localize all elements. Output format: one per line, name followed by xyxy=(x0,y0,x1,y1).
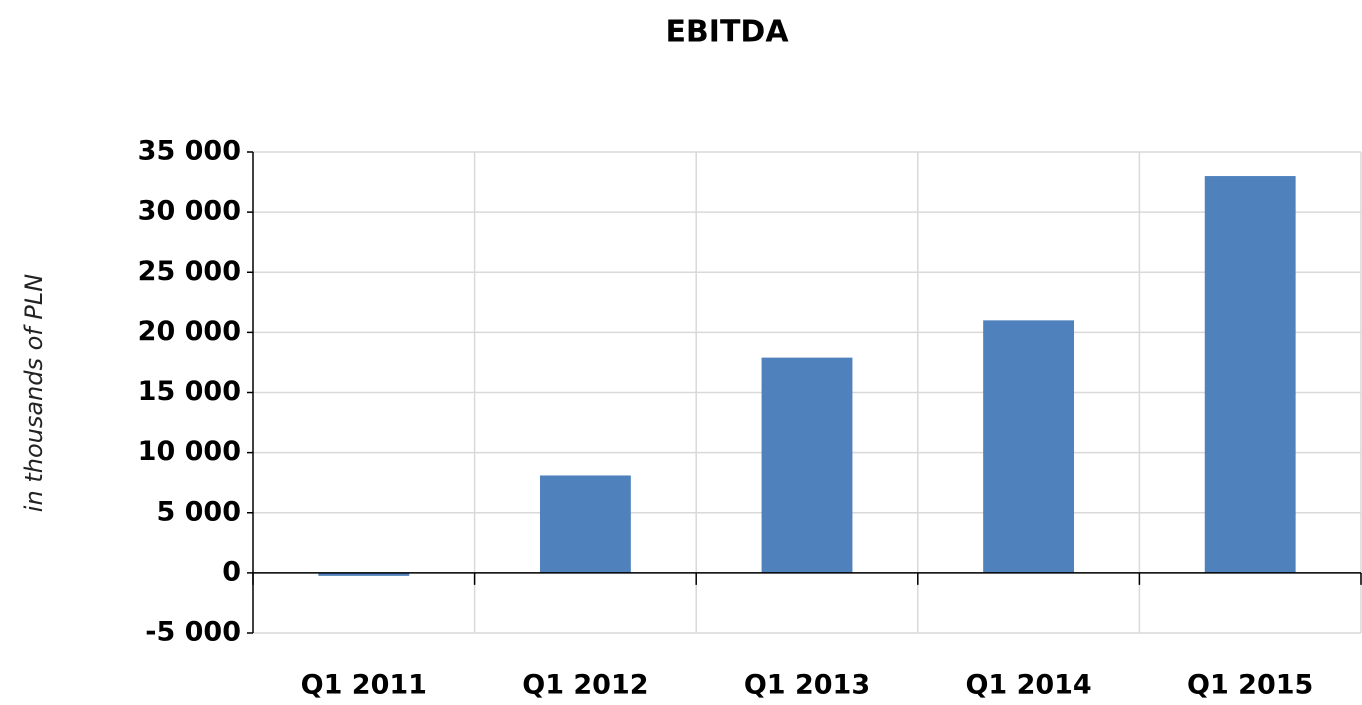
bar xyxy=(539,475,631,573)
y-tick-label: 20 000 xyxy=(138,316,241,347)
y-tick-label: 0 xyxy=(222,556,241,587)
y-tick-label: -5 000 xyxy=(145,617,241,648)
chart-title: EBITDA xyxy=(665,15,789,50)
x-tick-label: Q1 2013 xyxy=(744,670,870,701)
y-tick-label: 10 000 xyxy=(138,436,241,467)
y-tick-label: 15 000 xyxy=(138,376,241,407)
bar xyxy=(318,572,410,576)
x-tick-label: Q1 2014 xyxy=(965,670,1091,701)
x-tick-label: Q1 2012 xyxy=(522,670,648,701)
y-tick-label: 35 000 xyxy=(138,136,241,167)
y-tick-label: 5 000 xyxy=(156,496,241,527)
bar xyxy=(761,357,853,573)
x-tick-label: Q1 2015 xyxy=(1187,670,1313,701)
bar xyxy=(983,320,1075,573)
bar xyxy=(1204,176,1296,573)
y-axis-label: in thousands of PLN xyxy=(20,274,48,512)
y-tick-label: 30 000 xyxy=(138,196,241,227)
y-tick-label: 25 000 xyxy=(138,256,241,287)
x-tick-label: Q1 2011 xyxy=(301,670,427,701)
